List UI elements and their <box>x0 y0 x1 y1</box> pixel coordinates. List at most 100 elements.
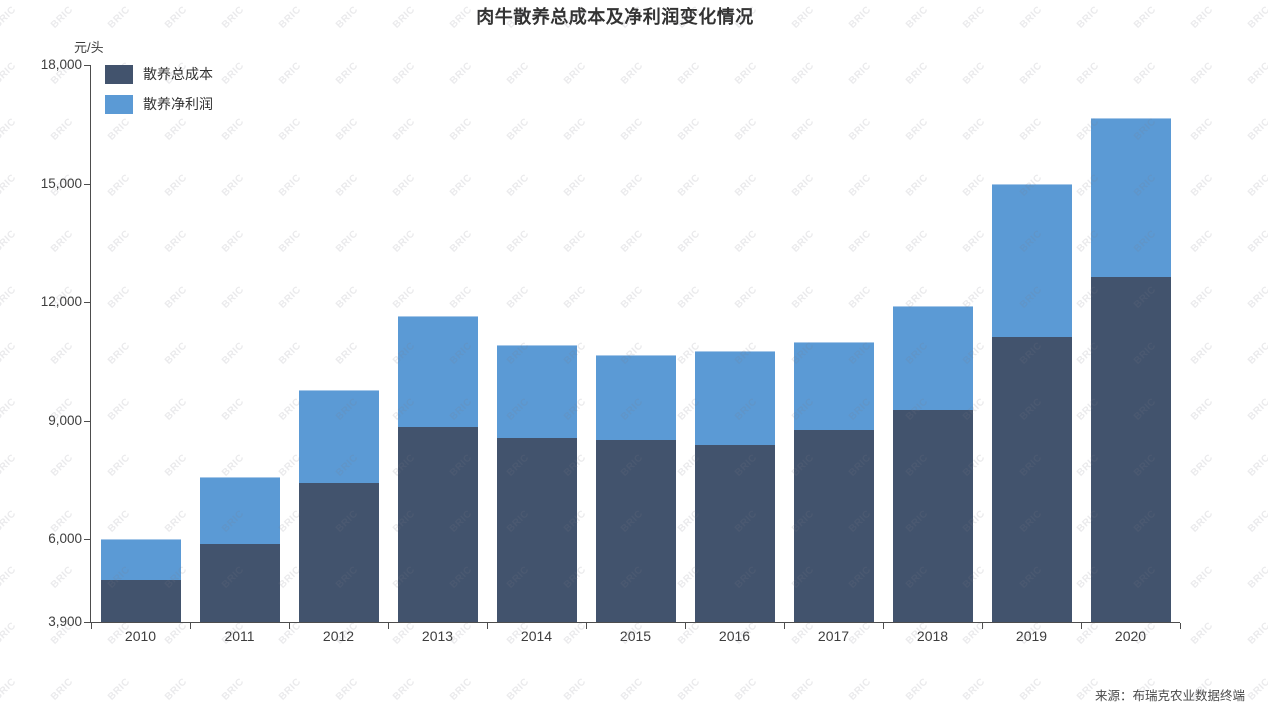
watermark-text: BRIC <box>105 676 133 703</box>
watermark-text: BRIC <box>48 452 76 479</box>
legend-label-profit: 散养净利润 <box>143 96 213 112</box>
watermark-text: BRIC <box>1245 340 1268 367</box>
x-axis-tick <box>982 623 983 629</box>
watermark-text: BRIC <box>0 228 19 255</box>
watermark-text: BRIC <box>1245 452 1268 479</box>
y-axis-tick <box>84 622 90 623</box>
bar-2020-cost[interactable] <box>1090 276 1171 622</box>
watermark-text: BRIC <box>1188 284 1216 311</box>
watermark-text: BRIC <box>162 676 190 703</box>
bar-2020-profit[interactable] <box>1090 118 1171 277</box>
bar-2016-cost[interactable] <box>694 445 775 622</box>
watermark-text: BRIC <box>447 676 475 703</box>
y-axis-tick-label: 15,000 <box>40 175 82 191</box>
legend-swatch-cost <box>105 64 133 84</box>
watermark-text: BRIC <box>1245 284 1268 311</box>
bar-2014-profit[interactable] <box>496 344 577 438</box>
watermark-text: BRIC <box>789 676 817 703</box>
bar-2010-profit[interactable] <box>100 539 181 581</box>
x-axis-label-2018: 2018 <box>916 628 949 644</box>
watermark-text: BRIC <box>0 116 19 143</box>
watermark-text: BRIC <box>48 228 76 255</box>
x-axis-tick <box>91 623 92 629</box>
watermark-text: BRIC <box>48 116 76 143</box>
watermark-text: BRIC <box>0 340 19 367</box>
x-axis-label-2013: 2013 <box>421 628 454 644</box>
y-axis-line <box>90 65 91 623</box>
watermark-text: BRIC <box>1245 228 1268 255</box>
y-axis-tick <box>84 539 90 540</box>
x-axis-label-2020: 2020 <box>1114 628 1147 644</box>
watermark-text: BRIC <box>1188 116 1216 143</box>
watermark-text: BRIC <box>333 676 361 703</box>
watermark-text: BRIC <box>1245 116 1268 143</box>
y-axis-tick-label: 12,000 <box>40 294 82 309</box>
bar-2013-cost[interactable] <box>397 426 478 622</box>
x-axis-tick <box>289 623 290 629</box>
watermark-text: BRIC <box>504 676 532 703</box>
source-caption: 来源：布瑞克农业数据终端 <box>1094 689 1245 703</box>
x-axis-tick <box>685 623 686 629</box>
x-axis-tick <box>883 623 884 629</box>
bar-2019-profit[interactable] <box>991 183 1072 337</box>
watermark-text: BRIC <box>1188 564 1216 591</box>
bar-2011-cost[interactable] <box>199 544 280 622</box>
watermark-text: BRIC <box>903 676 931 703</box>
watermark-text: BRIC <box>618 676 646 703</box>
watermark-text: BRIC <box>276 676 304 703</box>
bar-2018-profit[interactable] <box>892 306 973 410</box>
watermark-text: BRIC <box>1245 620 1268 647</box>
watermark-text: BRIC <box>1188 228 1216 255</box>
watermark-text: BRIC <box>219 676 247 703</box>
bar-2012-profit[interactable] <box>298 390 379 483</box>
bar-2012-cost[interactable] <box>298 482 379 622</box>
watermark-text: BRIC <box>846 676 874 703</box>
x-axis-tick <box>586 623 587 629</box>
bar-2014-cost[interactable] <box>496 437 577 622</box>
x-axis-line <box>90 622 1180 623</box>
y-axis-tick-label: 9,000 <box>48 412 82 428</box>
chart-title: 肉牛散养总成本及净利润变化情况 <box>476 7 754 27</box>
bar-2019-cost[interactable] <box>991 336 1072 622</box>
bar-2011-profit[interactable] <box>199 477 280 545</box>
y-axis-unit-label: 元/头 <box>74 40 104 55</box>
watermark-text: BRIC <box>1188 508 1216 535</box>
bar-2010-cost[interactable] <box>100 580 181 622</box>
watermark-text: BRIC <box>561 676 589 703</box>
y-axis-tick <box>84 183 90 185</box>
x-axis-label-2019: 2019 <box>1015 628 1048 644</box>
bar-2017-profit[interactable] <box>793 341 874 430</box>
watermark-text: BRIC <box>1188 340 1216 367</box>
legend-item-profit[interactable]: 散养净利润 <box>105 94 213 114</box>
watermark-text: BRIC <box>0 676 19 703</box>
legend-item-cost[interactable]: 散养总成本 <box>105 64 213 84</box>
x-axis-tick <box>1081 623 1082 629</box>
x-axis-tick <box>784 623 785 629</box>
watermark-text: BRIC <box>1245 508 1268 535</box>
bar-2015-profit[interactable] <box>595 355 676 440</box>
legend-label-cost: 散养总成本 <box>143 66 213 82</box>
y-axis-tick-label: 18,000 <box>40 57 82 72</box>
watermark-text: BRIC <box>1188 620 1216 647</box>
y-axis-tick-label: 6,000 <box>48 531 82 546</box>
watermark-text: BRIC <box>1188 60 1216 87</box>
legend: 散养总成本 散养净利润 <box>105 64 213 124</box>
watermark-text: BRIC <box>0 564 19 591</box>
y-axis-tick <box>84 65 90 66</box>
x-axis-tick <box>1180 623 1181 629</box>
bar-2017-cost[interactable] <box>793 430 874 622</box>
y-axis-tick <box>84 302 90 303</box>
bar-2016-profit[interactable] <box>694 351 775 445</box>
x-axis-label-2010: 2010 <box>124 628 157 644</box>
x-axis-label-2015: 2015 <box>619 628 652 644</box>
watermark-text: BRIC <box>732 676 760 703</box>
bar-2013-profit[interactable] <box>397 315 478 427</box>
plot-area: 3,900 6,000 9,000 12,000 15,000 18,000 2010 201… <box>41 57 1181 644</box>
x-axis-label-2014: 2014 <box>520 628 553 644</box>
x-axis-label-2017: 2017 <box>817 628 850 644</box>
x-axis-tick <box>190 623 191 629</box>
x-axis-tick <box>487 623 488 629</box>
bar-2018-cost[interactable] <box>892 409 973 622</box>
watermark-text: BRIC <box>48 564 76 591</box>
bar-2015-cost[interactable] <box>595 439 676 622</box>
